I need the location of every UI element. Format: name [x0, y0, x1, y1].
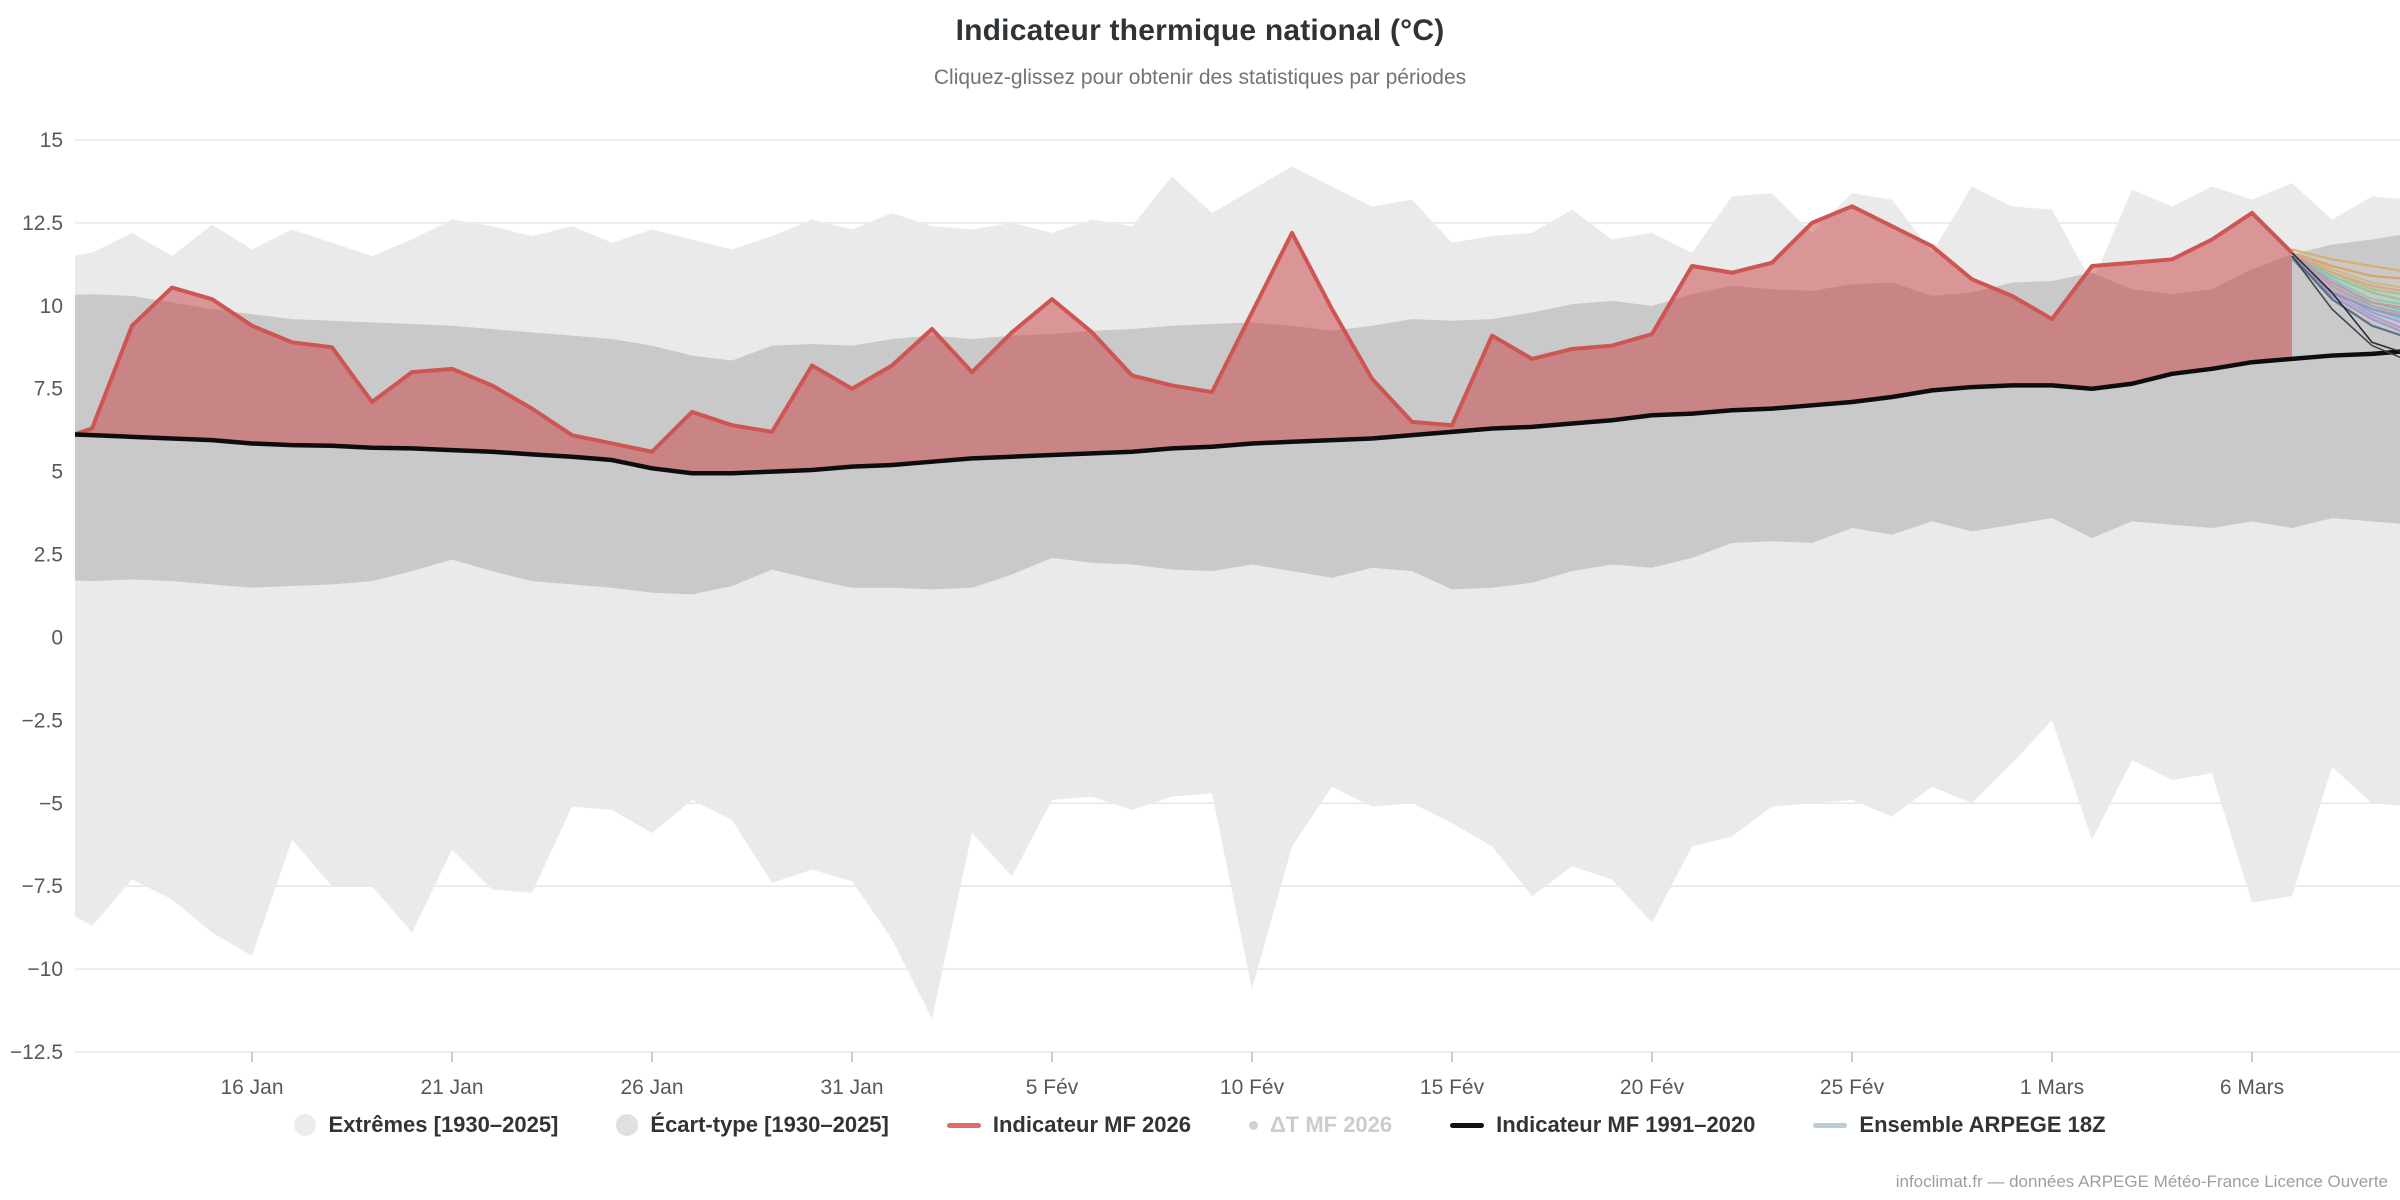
y-axis-label: 7.5 — [34, 378, 63, 401]
ensemble-member-line — [2291, 255, 2400, 314]
y-axis-label: −5 — [39, 792, 63, 815]
credit-link[interactable]: infoclimat.fr — données ARPEGE Météo-Fra… — [1895, 1172, 2388, 1191]
chart-title: Indicateur thermique national (°C) — [955, 14, 1445, 47]
chart-subtitle: Cliquez-glissez pour obtenir des statist… — [933, 66, 1467, 89]
x-axis-label: 5 Fév — [1026, 1076, 1079, 1099]
x-axis-label: 15 Fév — [1420, 1076, 1485, 1099]
legend-label: Indicateur MF 1991–2020 — [1496, 1112, 1756, 1137]
legend-label: Extrêmes [1930–2025] — [328, 1112, 559, 1137]
legend-marker-circle — [616, 1114, 639, 1136]
ensemble-member-line — [2291, 248, 2400, 272]
ensemble-member-line — [2291, 251, 2400, 309]
x-axis-label: 25 Fév — [1820, 1076, 1885, 1099]
y-axis-label: 15 — [40, 129, 63, 152]
x-axis-label: 1 Mars — [2020, 1076, 2084, 1099]
legend-item-4[interactable]: Indicateur MF 1991–2020 — [1450, 1112, 1755, 1138]
y-axis-label: 10 — [40, 295, 63, 318]
mf1991-2020-line — [75, 349, 2400, 476]
x-axis-label: 31 Jan — [820, 1076, 883, 1099]
x-axis-label: 10 Fév — [1220, 1076, 1285, 1099]
legend-label: Écart-type [1930–2025] — [650, 1112, 889, 1137]
ensemble-member-line — [2291, 251, 2400, 292]
y-axis-label: 12.5 — [22, 212, 63, 235]
legend-marker-line — [1450, 1122, 1485, 1128]
legend-item-5[interactable]: Ensemble ARPEGE 18Z — [1813, 1112, 2106, 1138]
legend-label: ΔT MF 2026 — [1269, 1112, 1393, 1137]
ensemble-member-line — [2291, 255, 2400, 337]
legend-marker-circle — [1248, 1120, 1258, 1130]
ensemble-member-line — [2291, 252, 2400, 353]
x-axis-label: 26 Jan — [620, 1076, 683, 1099]
y-axis-label: 2.5 — [34, 544, 63, 567]
legend-label: Ensemble ARPEGE 18Z — [1859, 1112, 2106, 1137]
legend-item-3[interactable]: ΔT MF 2026 — [1248, 1112, 1393, 1138]
x-axis-label: 21 Jan — [420, 1076, 483, 1099]
ensemble-member-line — [2291, 251, 2400, 301]
ensemble-member-line — [2291, 251, 2400, 280]
y-axis-label: 5 — [51, 461, 63, 484]
mf2026-line — [75, 204, 2294, 454]
legend-marker-circle — [294, 1114, 317, 1136]
ensemble-member-line — [2291, 251, 2400, 289]
y-axis-label: −7.5 — [22, 875, 63, 898]
x-axis-label: 6 Mars — [2220, 1076, 2284, 1099]
y-axis-label: −2.5 — [22, 709, 63, 732]
legend-marker-line — [946, 1122, 981, 1128]
legend: Extrêmes [1930–2025] Écart-type [1930–202… — [0, 1112, 2400, 1138]
legend-item-1[interactable]: Écart-type [1930–2025] — [616, 1112, 889, 1138]
ensemble-member-line — [2291, 255, 2400, 329]
x-axis-label: 16 Jan — [220, 1076, 283, 1099]
legend-item-2[interactable]: Indicateur MF 2026 — [946, 1112, 1191, 1138]
legend-item-0[interactable]: Extrêmes [1930–2025] — [294, 1112, 558, 1138]
y-axis-label: −10 — [27, 958, 63, 981]
ensemble-member-line — [2291, 255, 2400, 359]
x-axis-label: 20 Fév — [1620, 1076, 1685, 1099]
y-axis-label: −12.5 — [10, 1041, 63, 1064]
legend-label: Indicateur MF 2026 — [992, 1112, 1191, 1137]
legend-marker-line — [1813, 1122, 1848, 1128]
y-axis-label: 0 — [51, 626, 63, 649]
ensemble-member-line — [2291, 258, 2400, 318]
